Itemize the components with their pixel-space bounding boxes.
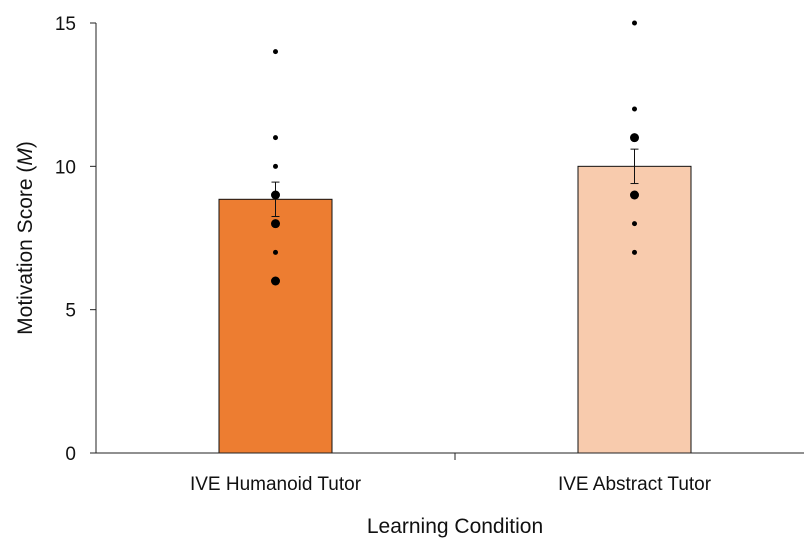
data-point-1-2 (273, 135, 278, 141)
axis-labels: IVE Humanoid Tutor IVE Abstract Tutor 0 5 10… (55, 14, 712, 495)
data-point-1-1 (273, 49, 278, 55)
x-axis-title: Learning Condition (367, 515, 543, 538)
data-point-1-7 (271, 276, 280, 286)
x-tick-label-1: IVE Humanoid Tutor (190, 474, 362, 495)
data-point-2-6 (632, 249, 637, 255)
y-tick-label-1: 0 (65, 444, 76, 465)
bar-1 (218, 198, 333, 454)
data-points (271, 20, 639, 286)
data-point-2-4 (630, 190, 639, 200)
data-point-2-3 (630, 133, 639, 143)
data-point-1-3 (273, 163, 278, 169)
x-tick-label-2: IVE Abstract Tutor (558, 474, 712, 495)
data-point-1-6 (273, 249, 278, 255)
bars (218, 165, 692, 454)
data-point-2-1 (632, 20, 637, 26)
data-point-2-2 (632, 106, 637, 112)
bar-2 (577, 165, 692, 454)
y-tick-label-4: 15 (55, 14, 76, 35)
data-point-1-4 (271, 190, 280, 200)
y-axis-title: Motivation Score (M) (14, 141, 37, 335)
axes (90, 22, 804, 460)
y-tick-label-3: 10 (55, 157, 76, 178)
data-point-2-5 (632, 221, 637, 227)
y-tick-label-2: 5 (65, 301, 76, 322)
data-point-1-5 (271, 219, 280, 229)
